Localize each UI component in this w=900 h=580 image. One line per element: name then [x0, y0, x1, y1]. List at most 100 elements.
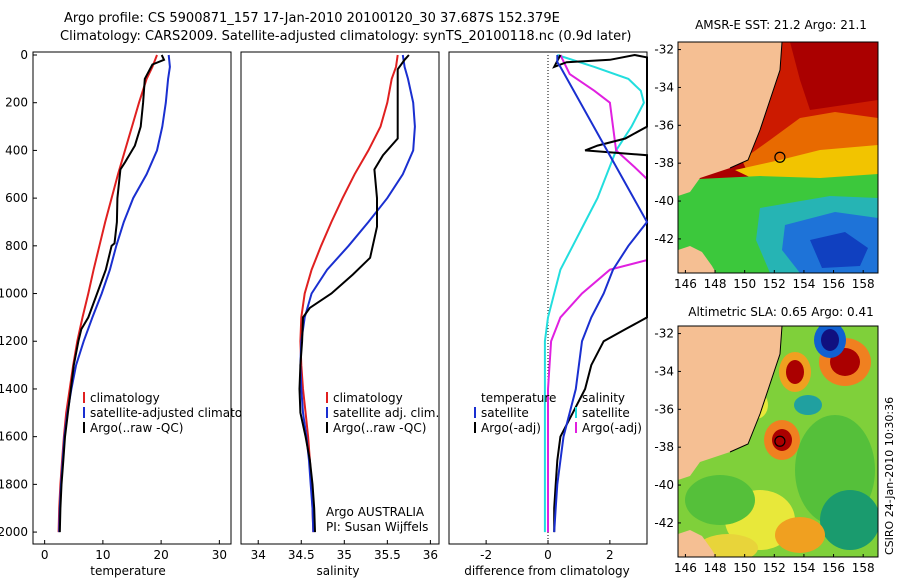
- x-tick-label: 30: [212, 548, 227, 562]
- salinity-series-group: [298, 54, 416, 533]
- x-tick-label: -2: [480, 548, 492, 562]
- legend-label-temp-satellite: satellite: [481, 406, 529, 420]
- difference-panel: -2 0 2 difference from climatology tempera…: [448, 51, 649, 578]
- sla-map-title: Altimetric SLA: 0.65 Argo: 0.41: [688, 305, 873, 319]
- map-x-tick-label: 152: [763, 561, 786, 575]
- sla-float-marker: [774, 435, 786, 447]
- sla-field-patch: [698, 534, 758, 557]
- x-tick-label: 35: [337, 548, 352, 562]
- y-tick-label: 400: [5, 143, 28, 157]
- sst-land-tasmania: [678, 246, 716, 273]
- temperature-series-group: [57, 54, 171, 533]
- legend-label-climatology: climatology: [90, 391, 160, 405]
- difference-x-ticks: -2 0 2: [480, 540, 614, 562]
- y-tick-label: 800: [5, 239, 28, 253]
- sla-field-patch: [685, 475, 755, 525]
- sla-negative-anomaly-core: [821, 329, 839, 351]
- legend-label-argo: Argo(..raw -QC): [90, 421, 183, 435]
- map-y-tick-label: -38: [654, 156, 674, 170]
- x-tick-label: 36: [423, 548, 438, 562]
- x-tick-label: 0: [41, 548, 49, 562]
- map-y-tick-label: -32: [654, 327, 674, 341]
- x-tick-label: 0: [544, 548, 552, 562]
- profile-title: Argo profile: CS 5900871_157 17-Jan-2010…: [64, 11, 560, 26]
- y-tick-label: 1200: [0, 334, 28, 348]
- legend-swatch-sal-satellite: [575, 407, 577, 418]
- legend-swatch-satellite: [326, 407, 328, 418]
- sla-map-x-ticks: 146 148 150 152 154 156 158: [674, 554, 875, 575]
- sst-yellow-band: [735, 145, 878, 182]
- y-tick-label: 1000: [0, 287, 28, 301]
- x-tick-label: 35.5: [374, 548, 401, 562]
- y-tick-label: 0: [20, 48, 28, 62]
- map-x-tick-label: 156: [822, 277, 845, 291]
- sla-field-patch: [775, 517, 825, 553]
- y-tick-label: 1400: [0, 382, 28, 396]
- plot-timestamp: CSIRO 24-Jan-2010 10:30:36: [883, 397, 896, 555]
- sst-map-y-ticks: -32 -34 -36 -38 -40 -42: [654, 43, 681, 246]
- map-x-tick-label: 154: [792, 277, 815, 291]
- legend-header-salinity: salinity: [582, 391, 625, 405]
- legend-swatch-temp-satellite: [474, 407, 476, 418]
- sla-map-y-ticks: -32 -34 -36 -38 -40 -42: [654, 327, 681, 530]
- series-line-temperature-argo-adj: [552, 53, 648, 533]
- map-y-tick-label: -42: [654, 516, 674, 530]
- map-x-tick-label: 158: [852, 561, 875, 575]
- x-tick-label: 2: [606, 548, 614, 562]
- climatology-subtitle: Climatology: CARS2009. Satellite-adjuste…: [60, 29, 632, 44]
- map-x-tick-label: 158: [852, 277, 875, 291]
- x-tick-label: 20: [153, 548, 168, 562]
- legend-swatch-argo: [83, 422, 85, 433]
- map-y-tick-label: -38: [654, 440, 674, 454]
- map-y-tick-label: -36: [654, 118, 674, 132]
- salinity-axes-frame: [240, 51, 440, 545]
- legend-swatch-temp-argo: [474, 422, 476, 433]
- map-x-tick-label: 156: [822, 561, 845, 575]
- map-y-tick-label: -32: [654, 43, 674, 57]
- sla-map: Altimetric SLA: 0.65 Argo: 0.41: [654, 305, 879, 575]
- salinity-panel: 34 34.5 35 35.5 36 salinity climatology sate…: [240, 51, 440, 578]
- x-tick-label: 34.5: [288, 548, 315, 562]
- sla-land: [678, 326, 782, 480]
- sla-coastline: [729, 326, 783, 453]
- sst-map-title: AMSR-E SST: 21.2 Argo: 21.1: [695, 18, 867, 32]
- map-y-tick-label: -34: [654, 80, 674, 94]
- legend-swatch-satellite: [83, 407, 85, 418]
- y-tick-label: 600: [5, 191, 28, 205]
- salinity-x-ticks: 34 34.5 35 35.5 36: [251, 540, 438, 562]
- sst-float-marker: [774, 151, 786, 163]
- series-line-argo-raw-qc: [298, 54, 410, 533]
- series-line-salinity-argo-adj: [553, 55, 649, 533]
- difference-legend: temperature satellite Argo(-adj) salinit…: [474, 391, 642, 435]
- map-y-tick-label: -40: [654, 194, 674, 208]
- map-x-tick-label: 146: [674, 561, 697, 575]
- salinity-xlabel: salinity: [316, 564, 359, 578]
- temperature-legend: climatology satellite-adjusted climatolo…: [83, 391, 268, 435]
- salinity-legend: climatology satellite adj. clim. Argo(..…: [326, 391, 439, 435]
- x-tick-label: 34: [251, 548, 266, 562]
- map-x-tick-label: 152: [763, 277, 786, 291]
- sla-map-field: [678, 326, 878, 557]
- legend-swatch-argo: [326, 422, 328, 433]
- data-centre-annotation: Argo AUSTRALIA: [326, 505, 425, 519]
- map-x-tick-label: 150: [733, 561, 756, 575]
- sst-coastline: [729, 42, 783, 169]
- legend-swatch-sal-argo: [575, 422, 577, 433]
- map-y-tick-label: -42: [654, 232, 674, 246]
- temperature-xlabel: temperature: [90, 564, 165, 578]
- sla-field-patch: [820, 490, 878, 550]
- sst-map-x-ticks: 146 148 150 152 154 156 158: [674, 270, 875, 291]
- sla-positive-anomaly-core: [786, 360, 804, 384]
- x-tick-label: 10: [95, 548, 110, 562]
- sst-map: AMSR-E SST: 21.2 Argo: 21.1 146 148 150 152…: [654, 18, 879, 291]
- y-tick-label: 1800: [0, 477, 28, 491]
- sst-map-field: [678, 42, 878, 273]
- legend-label-temp-argo: Argo(-adj): [481, 421, 541, 435]
- legend-swatch-climatology: [326, 392, 328, 403]
- legend-label-sal-satellite: satellite: [582, 406, 630, 420]
- y-tick-label: 2000: [0, 525, 28, 539]
- legend-label-sal-argo: Argo(-adj): [582, 421, 642, 435]
- map-y-tick-label: -40: [654, 478, 674, 492]
- series-line-argo-raw-qc: [58, 54, 166, 533]
